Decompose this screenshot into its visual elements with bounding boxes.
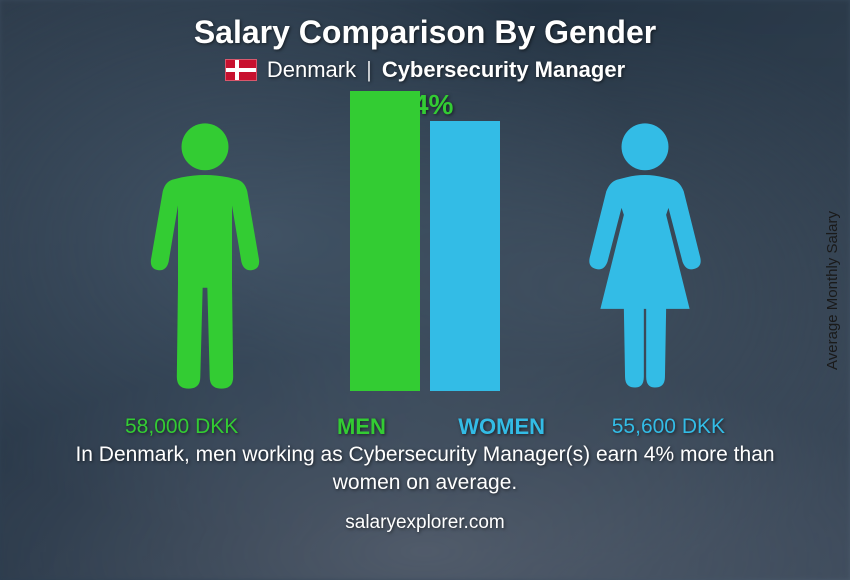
female-figure-icon [585, 121, 705, 391]
gender-salary-chart: +4% 58,000 DKK MEN WOMEN 55,600 DKK [105, 91, 745, 431]
y-axis-label: Average Monthly Salary [824, 211, 841, 370]
summary-text: In Denmark, men working as Cybersecurity… [55, 441, 795, 498]
country-label: Denmark [267, 57, 356, 83]
denmark-flag-icon [225, 59, 257, 81]
subtitle: Denmark | Cybersecurity Manager [225, 57, 625, 83]
infographic: Salary Comparison By Gender Denmark | Cy… [0, 0, 850, 580]
y-axis-label-wrap: Average Monthly Salary [818, 0, 846, 580]
footer-source: salaryexplorer.com [345, 512, 504, 534]
women-bar [430, 121, 500, 391]
separator: | [366, 57, 372, 83]
men-salary-value: 58,000 DKK [125, 415, 238, 439]
men-label: MEN [337, 414, 386, 440]
role-label: Cybersecurity Manager [382, 57, 625, 83]
men-bar [350, 91, 420, 391]
page-title: Salary Comparison By Gender [194, 14, 656, 51]
women-salary-value: 55,600 DKK [612, 415, 725, 439]
male-figure-icon [145, 121, 265, 391]
women-label: WOMEN [458, 414, 545, 440]
